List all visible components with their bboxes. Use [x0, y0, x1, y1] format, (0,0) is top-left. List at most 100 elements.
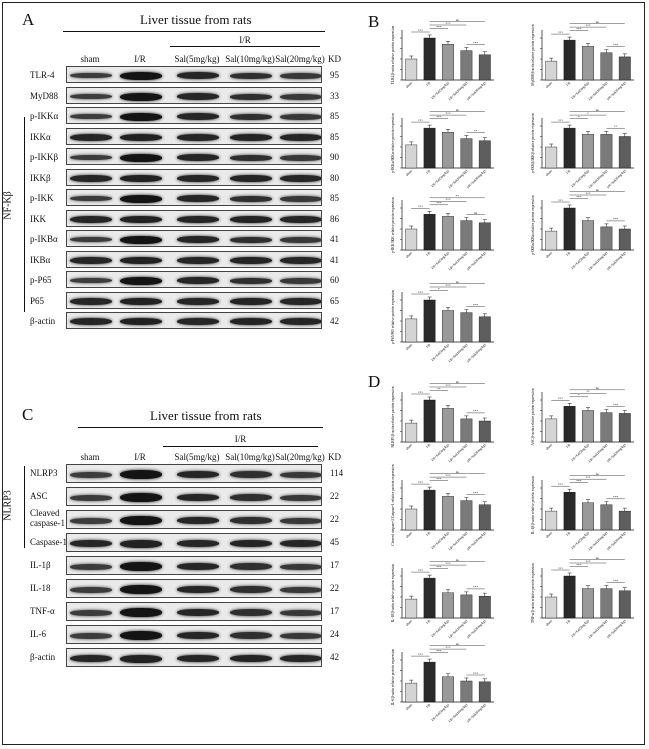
chart-sig-label: *** [445, 111, 450, 115]
chart-bar [563, 127, 576, 169]
chart-bar [478, 140, 491, 169]
chart-tick-label: I/R+Sal(5mg/kg) [430, 251, 449, 270]
chart-bar [405, 228, 418, 251]
chart-bar [442, 592, 454, 619]
chart-ylabel: p-IKK/IKK relative protein expression [391, 197, 395, 253]
chart-bar [600, 412, 613, 443]
blot-band [230, 655, 272, 662]
chart-bar [405, 682, 418, 703]
blot-strip [66, 602, 322, 621]
blot-band [230, 297, 272, 305]
panel-a-title-rule [63, 31, 325, 32]
chart-bar [460, 418, 473, 443]
blot-row-kd: 33 [330, 90, 339, 101]
blot-band [177, 632, 219, 639]
chart-sig-label: ns [456, 280, 460, 284]
chart-bar [600, 134, 613, 169]
chart-bar [478, 316, 491, 343]
lane-header: Sal(20mg/kg) [275, 54, 325, 64]
blot-row-label: Caspase-1 [30, 537, 67, 547]
blot-band [230, 563, 272, 570]
blot-row-label: IKBα [30, 254, 51, 265]
blot-row-kd: 41 [330, 234, 339, 244]
blot-band [70, 495, 112, 501]
chart-bar [545, 596, 558, 619]
blot-band [280, 540, 321, 547]
bar-chart: p-IKKβ/IKKβ relative protein expression s… [531, 108, 634, 189]
chart-bar [563, 207, 576, 251]
blot-band [280, 256, 321, 264]
chart-bar [442, 44, 454, 81]
chart-sig-label: ** [474, 129, 478, 133]
chart-bar [423, 661, 436, 703]
blot-strip [66, 291, 322, 309]
chart-bar [423, 577, 436, 619]
chart-bar [600, 588, 613, 619]
chart-bar [582, 588, 594, 619]
chart-tick-label: I/R+Sal(20mg/kg) [466, 251, 486, 271]
chart-sig-label: *** [585, 559, 590, 563]
lane-header: Sal(5mg/kg) [174, 54, 220, 64]
blot-strip [66, 230, 322, 247]
chart-sig-label: *** [436, 565, 441, 569]
blot-band [177, 277, 219, 284]
chart-tick-label: I/R [565, 250, 571, 256]
chart-tick-label: sham [545, 251, 553, 259]
chart-tick-label: I/R [565, 168, 571, 174]
blot-band [230, 73, 272, 79]
blot-band [177, 72, 219, 79]
lane-header: Sal(5mg/kg) [174, 452, 220, 462]
chart-sig-label: ns [596, 556, 600, 560]
panel-c-letter: C [22, 405, 34, 424]
blot-band [280, 297, 321, 305]
chart-ylabel: IL-18/β-actin relative protein expressio… [391, 564, 395, 622]
blot-row-label: β-actin [30, 316, 56, 326]
chart-bar [405, 318, 418, 343]
blot-band [280, 472, 321, 478]
blot-band [230, 174, 272, 182]
bar-chart: IL-18/β-actin relative protein expressio… [391, 558, 494, 639]
blot-row-kd: 17 [330, 560, 339, 570]
chart-tick-label: sham [405, 703, 413, 711]
chart-bar [405, 144, 418, 169]
blot-band [230, 471, 272, 478]
bar-chart: p-IKKα/IKKα relative protein expression s… [391, 108, 494, 189]
blot-band [280, 155, 321, 161]
chart-tick-label: I/R+Sal(5mg/kg) [430, 81, 449, 100]
bar-chart: TLR4/β-actin relative protein expression… [391, 18, 494, 101]
bar-chart: NLRP3/β-actin relative protein expressio… [391, 380, 494, 463]
chart-bar [618, 590, 631, 619]
chart-tick-label: sham [545, 619, 553, 627]
chart-bar [582, 220, 594, 251]
chart-sig-label: *** [558, 30, 563, 34]
blot-strip [66, 107, 322, 124]
blot-band [70, 278, 112, 283]
chart-sig-label: *** [473, 41, 478, 45]
blot-band [177, 133, 219, 141]
bar-chart: p-P65/P65 relative protein expression sha… [391, 280, 494, 363]
blot-band [280, 133, 321, 141]
chart-ylabel: MyD88/β-actin relative protein expressio… [531, 24, 535, 85]
chart-sig-label: *** [576, 563, 581, 567]
blot-band [230, 155, 272, 161]
chart-bar [442, 496, 454, 531]
chart-ylabel: p-IKBα/IKBα relative protein expression [531, 195, 535, 254]
chart-sig-label: *** [436, 649, 441, 653]
blot-band [120, 92, 162, 101]
blot-band [230, 586, 272, 593]
chart-sig-label: *** [473, 585, 478, 589]
panel-a-group-label: I/R [239, 35, 251, 45]
blot-strip [66, 533, 322, 552]
blot-row-label: p-IKBα [30, 234, 58, 244]
chart-bar [460, 50, 473, 81]
blot-band [120, 585, 162, 594]
blot-row-label: P65 [30, 295, 45, 306]
blot-band [177, 174, 219, 182]
blot-band [177, 517, 219, 524]
blot-row-kd: 22 [330, 583, 339, 593]
chart-bar [423, 489, 436, 531]
blot-band [120, 608, 162, 617]
blot-band [280, 610, 321, 616]
blot-band [120, 470, 162, 479]
chart-bar [618, 413, 631, 443]
